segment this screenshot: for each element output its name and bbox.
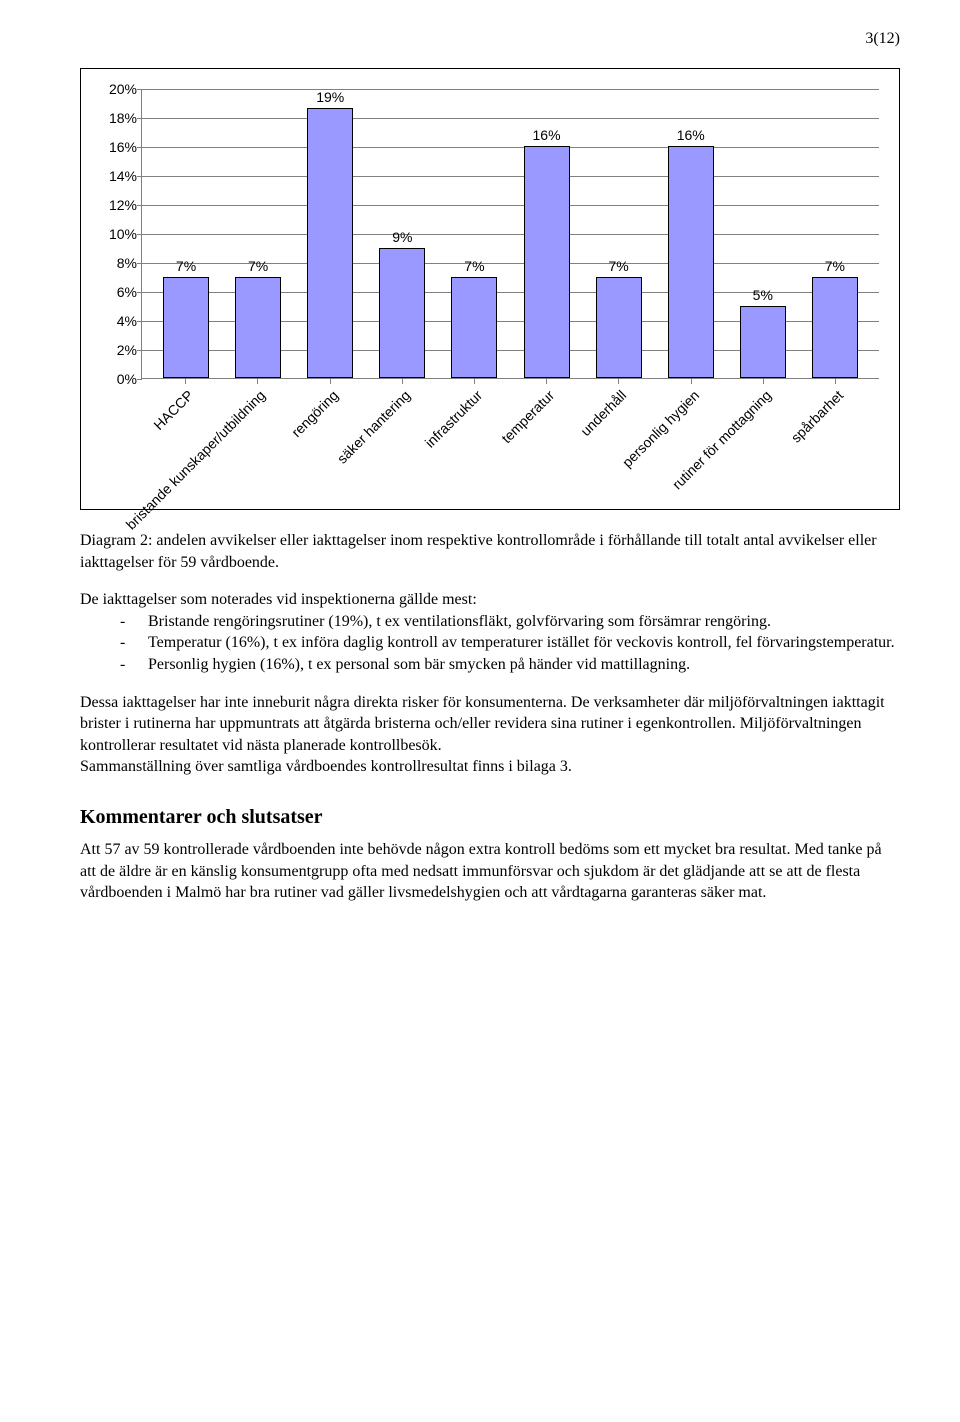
x-label-column: spårbarhet: [799, 379, 871, 499]
y-axis-label: 2%: [92, 342, 137, 358]
bullet-text: Personlig hygien (16%), t ex personal so…: [148, 654, 690, 676]
y-axis-label: 20%: [92, 81, 137, 97]
x-tick: [763, 379, 764, 384]
paragraph-bilaga: Sammanställning över samtliga vårdboende…: [80, 756, 900, 778]
bar: [163, 277, 209, 379]
chart-caption: Diagram 2: andelen avvikelser eller iakt…: [80, 530, 900, 573]
chart-container: 0% 2% 4% 6% 8% 10% 12% 14% 16% 18% 20% 7% 7% 19% 9% 7% 1…: [80, 68, 900, 510]
y-axis-label: 6%: [92, 284, 137, 300]
x-label-column: rutiner för mottagning: [727, 379, 799, 499]
page-number: 3(12): [80, 30, 900, 48]
bar-value-label: 16%: [677, 127, 705, 143]
bar-value-label: 19%: [316, 89, 344, 105]
x-label-column: infrastruktur: [438, 379, 510, 499]
bar-column: 7%: [799, 89, 871, 378]
bar: [451, 277, 497, 379]
bar-value-label: 7%: [608, 258, 628, 274]
bar-column: 7%: [222, 89, 294, 378]
bullet-item: -Bristande rengöringsrutiner (19%), t ex…: [80, 611, 900, 633]
bar-value-label: 7%: [464, 258, 484, 274]
bullet-dash: -: [120, 611, 148, 633]
bar-column: 5%: [727, 89, 799, 378]
bullet-text: Bristande rengöringsrutiner (19%), t ex …: [148, 611, 771, 633]
bar: [740, 306, 786, 379]
bullet-list: -Bristande rengöringsrutiner (19%), t ex…: [80, 611, 900, 676]
bullet-item: -Temperatur (16%), t ex införa daglig ko…: [80, 632, 900, 654]
bar-value-label: 7%: [248, 258, 268, 274]
bar: [812, 277, 858, 379]
x-tick: [546, 379, 547, 384]
x-tick: [474, 379, 475, 384]
x-axis-label: HACCP: [150, 387, 196, 433]
bar-value-label: 9%: [392, 229, 412, 245]
bar-column: 7%: [150, 89, 222, 378]
bar: [668, 146, 714, 378]
bullet-dash: -: [120, 632, 148, 654]
x-axis-label: underhåll: [578, 387, 630, 439]
bar: [307, 108, 353, 378]
y-axis-label: 18%: [92, 110, 137, 126]
bar-column: 19%: [294, 89, 366, 378]
bars: 7% 7% 19% 9% 7% 16% 7% 16% 5% 7%: [142, 89, 879, 378]
plot-area: 0%2%4%6%8%10%12%14%16%18%20%7%7%19%9%7%1…: [141, 89, 879, 379]
x-tick: [402, 379, 403, 384]
x-label-column: temperatur: [510, 379, 582, 499]
chart: 0%2%4%6%8%10%12%14%16%18%20%7%7%19%9%7%1…: [91, 89, 889, 499]
bullet-dash: -: [120, 654, 148, 676]
bar-value-label: 5%: [753, 287, 773, 303]
bullet-item: -Personlig hygien (16%), t ex personal s…: [80, 654, 900, 676]
y-axis-label: 14%: [92, 168, 137, 184]
bar-column: 16%: [655, 89, 727, 378]
bar: [235, 277, 281, 379]
x-tick: [257, 379, 258, 384]
observations-intro: De iakttagelser som noterades vid inspek…: [80, 589, 900, 611]
bar-value-label: 7%: [176, 258, 196, 274]
paragraph-conclusion: Att 57 av 59 kontrollerade vårdboenden i…: [80, 839, 900, 904]
bar-column: 16%: [510, 89, 582, 378]
bullet-text: Temperatur (16%), t ex införa daglig kon…: [148, 632, 895, 654]
bar-value-label: 7%: [825, 258, 845, 274]
bar-column: 9%: [366, 89, 438, 378]
bar-column: 7%: [438, 89, 510, 378]
x-label-column: bristande kunskaper/utbildning: [221, 379, 293, 499]
y-axis-label: 10%: [92, 226, 137, 242]
section-heading: Kommentarer och slutsatser: [80, 806, 900, 829]
y-axis-label: 0%: [92, 371, 137, 387]
x-axis-label: rengöring: [288, 387, 341, 440]
bar: [379, 248, 425, 379]
bar: [596, 277, 642, 379]
x-tick: [330, 379, 331, 384]
y-axis-label: 4%: [92, 313, 137, 329]
x-tick: [691, 379, 692, 384]
bar-value-label: 16%: [533, 127, 561, 143]
x-axis-labels: HACCP bristande kunskaper/utbildningrengö…: [141, 379, 879, 499]
bar: [524, 146, 570, 378]
x-tick: [835, 379, 836, 384]
paragraph-risks: Dessa iakttagelser har inte inneburit nå…: [80, 692, 900, 757]
x-tick: [185, 379, 186, 384]
y-axis-label: 8%: [92, 255, 137, 271]
x-tick: [618, 379, 619, 384]
bar-column: 7%: [583, 89, 655, 378]
y-axis-label: 12%: [92, 197, 137, 213]
y-axis-label: 16%: [92, 139, 137, 155]
